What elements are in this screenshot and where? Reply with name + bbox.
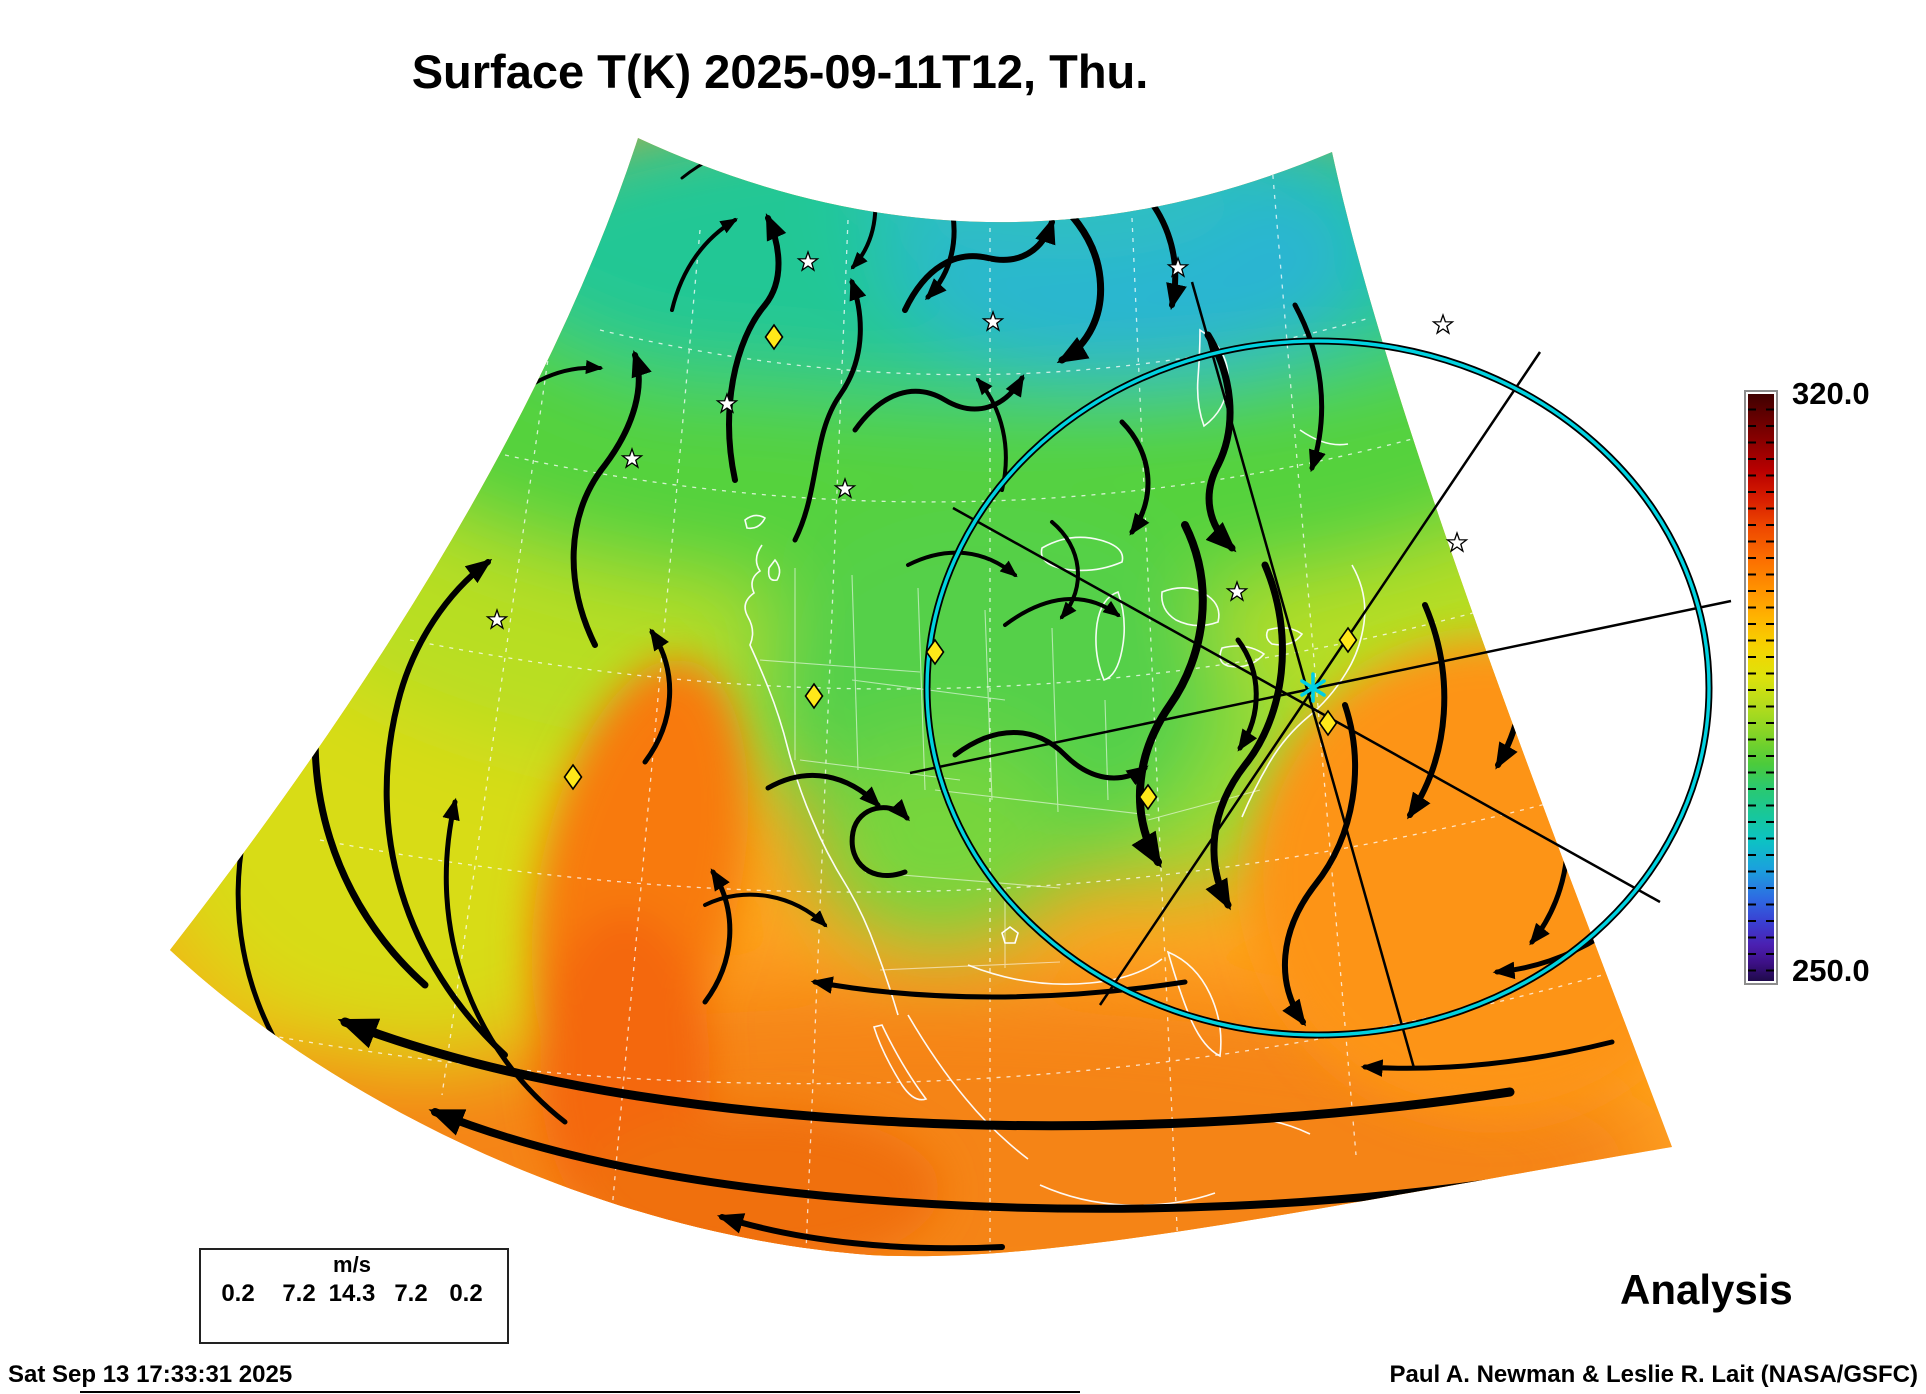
generation-timestamp: Sat Sep 13 17:33:31 2025 — [8, 1361, 293, 1388]
credit-attribution: Paul A. Newman & Leslie R. Lait (NASA/GS… — [1389, 1361, 1918, 1388]
legend-value-0: 0.2 — [221, 1280, 255, 1307]
colorbar — [1744, 390, 1778, 985]
wind-speed-legend — [199, 1248, 509, 1344]
legend-value-2: 14.3 — [328, 1280, 376, 1307]
colorbar-ticks-right — [1766, 394, 1774, 981]
legend-value-3: 7.2 — [394, 1280, 428, 1307]
colorbar-ticks-left — [1748, 394, 1756, 981]
legend-units-label: m/s — [333, 1252, 371, 1277]
analysis-mode-label: Analysis — [1620, 1266, 1793, 1313]
center-asterisk-marker — [1300, 672, 1326, 703]
coastlines — [744, 328, 1366, 1207]
temperature-field — [170, 138, 1672, 1257]
white-pentagon-marker — [1001, 926, 1019, 944]
colorbar-max-label: 320.0 — [1792, 376, 1870, 411]
legend-value-4: 0.2 — [449, 1280, 483, 1307]
state-borders — [759, 568, 1261, 971]
radial-lines — [909, 281, 1732, 1069]
bottom-edge-line — [80, 1391, 1080, 1393]
range-circle — [923, 337, 1713, 1039]
legend-value-1: 7.2 — [282, 1280, 316, 1307]
page-title: Surface T(K) 2025-09-11T12, Thu. — [411, 45, 1149, 98]
colorbar-min-label: 250.0 — [1792, 953, 1870, 988]
